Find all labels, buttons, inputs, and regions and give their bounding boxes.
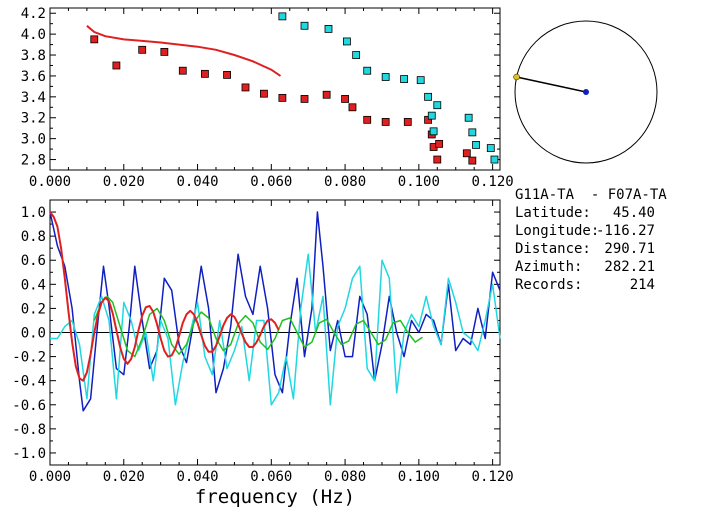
red-data-point — [178, 66, 187, 75]
red-data-point — [381, 118, 390, 126]
info-value: 45.40 — [612, 205, 655, 221]
x-axis-label: frequency (Hz) — [195, 486, 355, 508]
cyan-data-point — [343, 37, 351, 46]
dispersion-x-tick-label: 0.040 — [176, 174, 218, 190]
red-data-point — [138, 45, 147, 54]
dispersion-panel: 0.000 0.020 0.040 0.060 0.080 0.100 0.120 2.8 3.… — [21, 6, 514, 190]
cyan-data-point — [464, 113, 473, 122]
correlation-y-tick-label: -0.8 — [12, 422, 46, 438]
red-series-line — [49, 211, 280, 382]
dispersion-x-tick-label: 0.100 — [398, 174, 440, 190]
info-value: 214 — [629, 277, 655, 293]
correlation-y-tick-label: 0.0 — [21, 326, 46, 342]
cyan-series-line — [50, 253, 501, 406]
cyan-data-point — [278, 12, 287, 21]
cyan-data-point — [381, 73, 390, 81]
dispersion-x-tick-label: 0.020 — [103, 174, 145, 190]
correlation-y-tick-label: 0.8 — [21, 229, 46, 245]
dispersion-x-tick-label: 0.120 — [472, 174, 514, 190]
cyan-data-point — [363, 66, 372, 75]
correlation-x-tick-label: 0.120 — [472, 469, 514, 485]
info-value: -116.27 — [595, 223, 655, 239]
dispersion-x-tick-label: 0.000 — [29, 174, 71, 190]
cyan-data-point — [472, 141, 480, 149]
correlation-x-tick-label: 0.100 — [398, 469, 440, 485]
correlation-y-tick-label: 0.4 — [21, 277, 46, 293]
cyan-data-point — [400, 75, 408, 83]
info-label: Azimuth: — [515, 259, 583, 275]
red-data-point — [468, 156, 477, 165]
green-series-line — [93, 295, 423, 358]
dispersion-y-tick-label: 4.2 — [21, 6, 46, 22]
dispersion-curve — [86, 25, 282, 77]
station-edge-marker — [513, 73, 520, 81]
dispersion-y-tick-label: 3.2 — [21, 111, 46, 127]
cyan-data-point — [433, 101, 442, 110]
red-data-point — [278, 93, 287, 102]
cyan-data-point — [416, 76, 425, 85]
cyan-data-point — [424, 92, 432, 101]
dispersion-x-tick-label: 0.080 — [324, 174, 366, 190]
correlation-y-tick-label: 1.0 — [21, 205, 46, 221]
correlation-y-tick-label: -1.0 — [12, 446, 46, 462]
azimuth-circle — [514, 20, 658, 164]
info-value: 282.21 — [604, 259, 655, 275]
red-data-point — [435, 139, 444, 148]
correlation-x-tick-label: 0.080 — [324, 469, 366, 485]
dispersion-y-tick-label: 3.6 — [21, 69, 46, 85]
red-data-point — [160, 47, 169, 56]
correlation-y-tick-label: 0.6 — [21, 253, 46, 269]
info-label: Records: — [515, 277, 583, 293]
red-data-point — [403, 118, 412, 126]
red-data-point — [90, 35, 99, 44]
red-data-point — [241, 83, 250, 92]
station-center-marker — [583, 89, 589, 95]
red-data-point — [260, 89, 268, 98]
red-data-point — [201, 69, 209, 78]
info-label: Distance: — [515, 241, 591, 257]
dispersion-y-tick-label: 2.8 — [21, 153, 46, 169]
correlation-panel: 0.000 0.020 0.040 0.060 0.080 0.100 0.120 1.0 0.… — [12, 199, 514, 485]
cyan-data-point — [352, 51, 361, 59]
blue-series-line — [49, 211, 501, 412]
red-data-point — [300, 95, 309, 103]
correlation-x-tick-label: 0.000 — [29, 469, 71, 485]
cyan-data-point — [427, 111, 436, 120]
red-data-point — [223, 70, 231, 79]
correlation-x-tick-label: 0.040 — [176, 469, 218, 485]
azimuth-map — [513, 20, 658, 164]
correlation-y-tick-label: -0.6 — [12, 398, 46, 414]
dispersion-frame — [49, 7, 501, 171]
red-data-point — [112, 61, 121, 70]
cyan-data-point — [324, 25, 333, 33]
dispersion-y-tick-label: 3.4 — [21, 90, 46, 106]
info-value: 290.71 — [604, 241, 655, 257]
dispersion-y-tick-label: 3.8 — [21, 48, 46, 64]
red-data-point — [433, 155, 442, 164]
dispersion-y-tick-label: 4.0 — [21, 27, 46, 43]
red-data-point — [322, 90, 331, 99]
cyan-data-point — [490, 155, 499, 164]
correlation-y-tick-label: 0.2 — [21, 301, 46, 317]
cyan-data-point — [300, 21, 309, 30]
red-data-point — [341, 95, 349, 103]
dispersion-x-tick-label: 0.060 — [250, 174, 292, 190]
correlation-x-tick-label: 0.060 — [250, 469, 292, 485]
info-label: Longitude: — [515, 223, 600, 239]
cyan-data-point — [468, 128, 477, 137]
station-pair: G11A-TA - F07A-TA — [515, 187, 667, 203]
cyan-data-point — [429, 127, 438, 136]
cyan-data-point — [486, 144, 495, 152]
red-data-point — [348, 103, 357, 112]
info-label: Latitude: — [515, 205, 591, 221]
dispersion-y-tick-label: 3.0 — [21, 132, 46, 148]
correlation-y-tick-label: -0.4 — [12, 374, 46, 390]
correlation-y-tick-label: -0.2 — [12, 350, 46, 366]
red-data-point — [462, 149, 471, 158]
correlation-x-tick-label: 0.020 — [103, 469, 145, 485]
red-data-point — [363, 115, 372, 124]
azimuth-line — [516, 76, 587, 93]
